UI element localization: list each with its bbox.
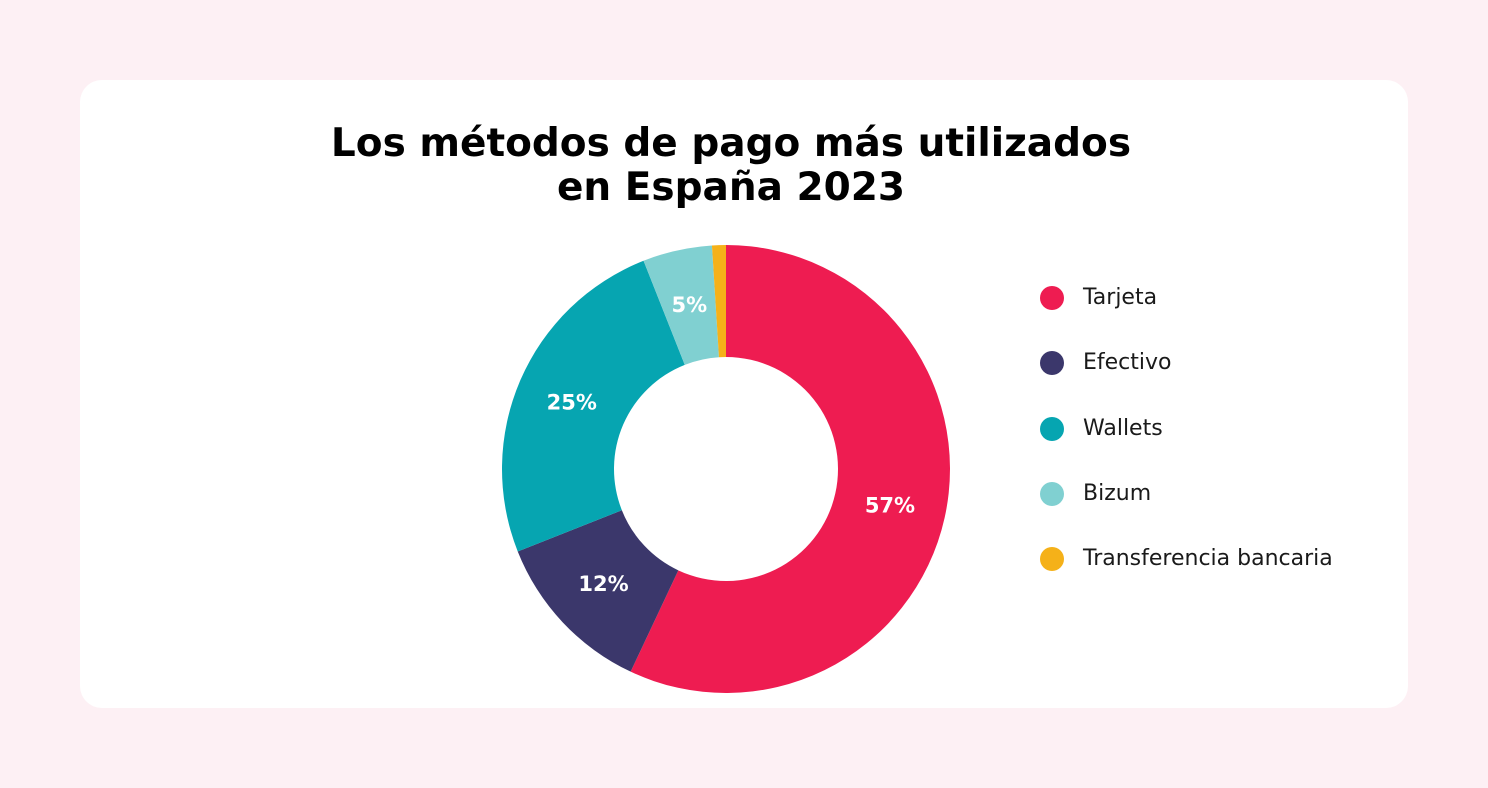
data-label-tarjeta: 57% [865,494,915,518]
donut-slice-tarjeta [630,245,950,693]
legend-swatch [1040,547,1064,571]
legend-label: Efectivo [1083,350,1172,375]
donut-slices [502,245,950,693]
chart-title: Los métodos de pago más utilizados en Es… [80,122,1382,210]
data-label-wallets: 25% [547,390,597,414]
chart-title-line-2: en España 2023 [556,165,906,210]
data-label-bizum: 5% [672,293,708,317]
data-label-efectivo: 12% [578,572,628,596]
chart-title-line-1: Los métodos de pago más utilizados [330,121,1132,166]
donut-slice-labels: 57% 12% 25% 5% [547,293,915,596]
legend-label: Wallets [1083,416,1163,441]
legend-swatch [1040,286,1064,310]
donut-slice-efectivo [517,510,679,672]
legend-swatch [1040,482,1064,506]
donut-slice-wallets [502,260,685,552]
legend-swatch [1040,351,1064,375]
legend-label: Tarjeta [1083,285,1158,310]
legend-swatch [1040,417,1064,441]
legend-label: Bizum [1083,481,1152,506]
donut-slice-transferencia-bancaria [711,245,726,358]
donut-slice-bizum [643,245,719,365]
legend-label: Transferencia bancaria [1083,546,1333,571]
chart-card: Los métodos de pago más utilizados en Es… [80,80,1408,708]
donut-chart: 57% 12% 25% 5% [502,245,950,693]
